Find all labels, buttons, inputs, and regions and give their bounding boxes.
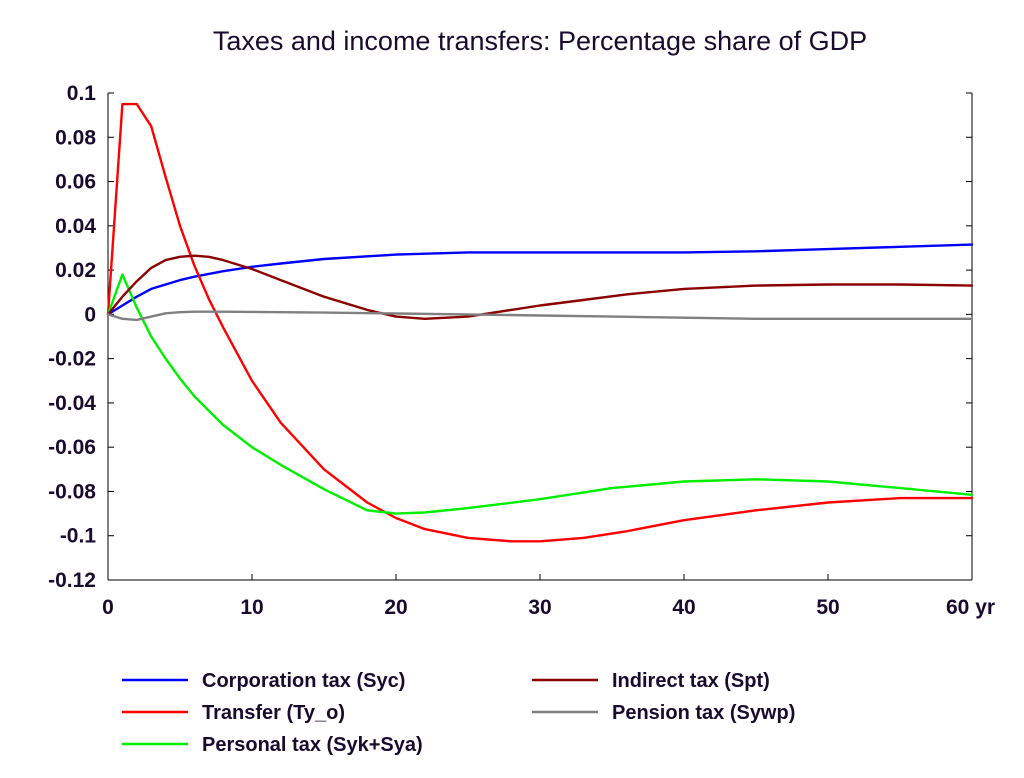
y-tick-label: -0.1 [60, 525, 97, 548]
chart-title: Taxes and income transfers: Percentage s… [213, 26, 867, 56]
x-tick-label: 10 [240, 596, 263, 619]
series-lines [106, 102, 974, 543]
legend-label: Indirect tax (Spt) [612, 670, 770, 692]
y-tick-label: -0.12 [48, 569, 96, 592]
legend-item-personal-tax-syk-sya: Personal tax (Syk+Sya) [122, 734, 423, 756]
y-tick-label: -0.08 [48, 480, 96, 503]
x-axis: 0 10 20 30 40 50 60 yr [102, 574, 995, 619]
legend-item-pension-tax-sywp: Pension tax (Sywp) [532, 702, 795, 724]
plot-frame [107, 93, 973, 581]
x-tick-label: 30 [528, 596, 551, 619]
x-tick-label: 20 [384, 596, 407, 619]
x-tick-label: 50 [816, 596, 839, 619]
series-line-pension-tax-sywp [106, 310, 974, 322]
legend-item-transfer-ty-o: Transfer (Ty_o) [122, 702, 345, 724]
x-tick-label: 40 [672, 596, 695, 619]
y-tick-label: 0.02 [55, 259, 96, 282]
legend-label: Transfer (Ty_o) [202, 702, 345, 724]
series-line-indirect-tax-spt [106, 254, 974, 320]
y-tick-label: -0.04 [48, 392, 96, 415]
series-line-transfer-ty-o [106, 102, 974, 543]
x-tick-label: 60 yr [946, 596, 995, 619]
legend-label: Corporation tax (Syc) [202, 670, 405, 692]
legend-label: Pension tax (Sywp) [612, 702, 795, 724]
legend-item-corporation-tax-syc: Corporation tax (Syc) [122, 670, 405, 692]
y-tick-label: 0.06 [55, 171, 96, 194]
legend: Corporation tax (Syc) Transfer (Ty_o) Pers… [122, 670, 795, 756]
y-tick-label: -0.02 [48, 348, 96, 371]
y-axis: 0.1 0.08 0.06 0.04 0.02 0 -0.02 -0.04 -0.06 -0.08… [48, 82, 972, 592]
y-tick-label: 0.08 [55, 126, 96, 149]
series-line-personal-tax-syk-sya [106, 273, 974, 515]
y-tick-label: 0.1 [67, 82, 97, 105]
y-tick-label: 0.04 [55, 215, 96, 238]
legend-item-indirect-tax-spt: Indirect tax (Spt) [532, 670, 770, 692]
y-tick-label: 0 [84, 303, 96, 326]
series-line-corporation-tax-syc [106, 243, 974, 316]
legend-label: Personal tax (Syk+Sya) [202, 734, 423, 756]
y-tick-label: -0.06 [48, 436, 96, 459]
x-tick-label: 0 [102, 596, 114, 619]
